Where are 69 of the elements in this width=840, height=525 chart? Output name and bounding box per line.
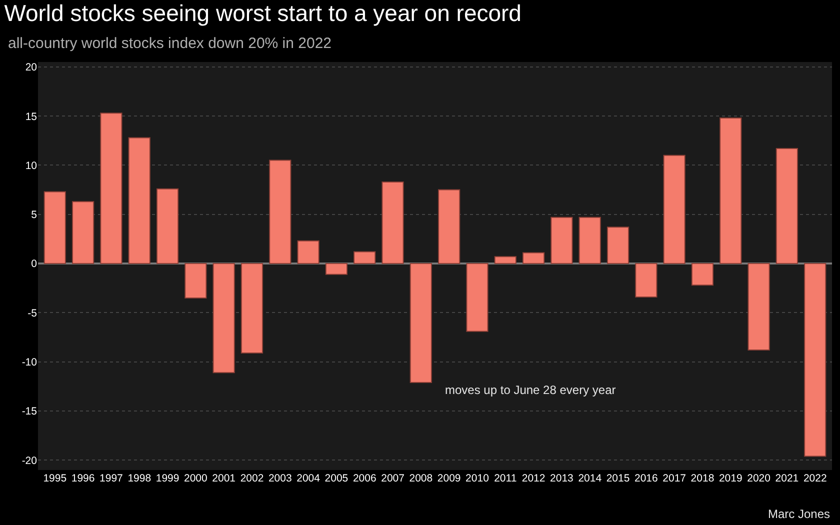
annotation: moves up to June 28 every year (445, 383, 616, 397)
bar (325, 263, 348, 275)
y-tick-label: -15 (22, 406, 38, 418)
bar (578, 216, 601, 264)
y-tick-label: 10 (25, 160, 38, 172)
x-tick-label: 2004 (296, 472, 320, 484)
x-tick-label: 2002 (240, 472, 264, 484)
x-tick-label: 2001 (212, 472, 236, 484)
bar (382, 181, 404, 264)
y-tick-label: 20 (25, 62, 38, 74)
bar (212, 263, 235, 374)
x-tick-label: 2013 (550, 472, 574, 484)
bar (44, 191, 66, 264)
bar (663, 154, 686, 264)
bar (269, 160, 292, 264)
x-tick-label: 2019 (718, 472, 742, 484)
bar (720, 118, 742, 264)
bar (606, 226, 630, 264)
bar (804, 263, 826, 457)
x-tick-label: 2003 (268, 472, 292, 484)
x-tick-label: 1996 (71, 472, 95, 484)
x-tick-label: 1998 (128, 472, 152, 484)
x-tick-label: 1997 (100, 472, 124, 484)
bar (522, 252, 545, 264)
x-tick-label: 2015 (606, 472, 630, 484)
y-tick-label: -20 (22, 454, 38, 467)
x-tick-label: 2008 (409, 472, 433, 484)
bar (494, 256, 516, 264)
chart-subtitle: all-country world stocks index down 20% in 2022 (8, 35, 332, 52)
x-tick-label: 2016 (634, 472, 658, 484)
bar (156, 188, 179, 264)
x-tick-label: 1999 (156, 472, 180, 484)
bar (776, 148, 798, 264)
x-tick-label: 2011 (494, 472, 517, 484)
x-tick-label: 2005 (324, 472, 348, 484)
x-tick-label: 2000 (184, 472, 208, 484)
x-tick-label: 2010 (466, 472, 490, 484)
x-tick-label: 2021 (775, 472, 799, 484)
bar (410, 263, 432, 383)
y-tick-label: 5 (31, 209, 38, 222)
bar (748, 263, 770, 351)
bar (550, 216, 573, 264)
bar (128, 137, 150, 264)
x-tick-label: 2014 (578, 472, 602, 484)
x-tick-label: 2012 (522, 472, 546, 484)
x-tick-label: 2007 (381, 472, 405, 484)
x-tick-label: 1995 (43, 472, 67, 484)
y-tick-label: -10 (22, 356, 38, 369)
chart-title: World stocks seeing worst start to a year on record (4, 0, 522, 26)
bar (438, 189, 460, 264)
bar (240, 263, 264, 354)
bar (635, 263, 658, 298)
y-tick-label: -5 (28, 307, 38, 320)
bar (466, 263, 488, 332)
bar (100, 112, 122, 264)
bar (297, 240, 320, 264)
y-tick-label: 15 (25, 110, 38, 123)
bar (184, 263, 207, 298)
x-tick-label: 2006 (352, 472, 376, 484)
bar (691, 263, 714, 286)
x-tick-label: 2018 (690, 472, 714, 484)
text: Marc Jones (768, 507, 830, 521)
x-tick-label: 2009 (437, 472, 461, 484)
x-tick-label: 2017 (662, 472, 686, 484)
bar (354, 251, 376, 264)
y-tick-label: 0 (31, 258, 38, 270)
x-tick-label: 2022 (803, 472, 827, 484)
x-tick-label: 2020 (747, 472, 771, 484)
bar (72, 201, 94, 264)
